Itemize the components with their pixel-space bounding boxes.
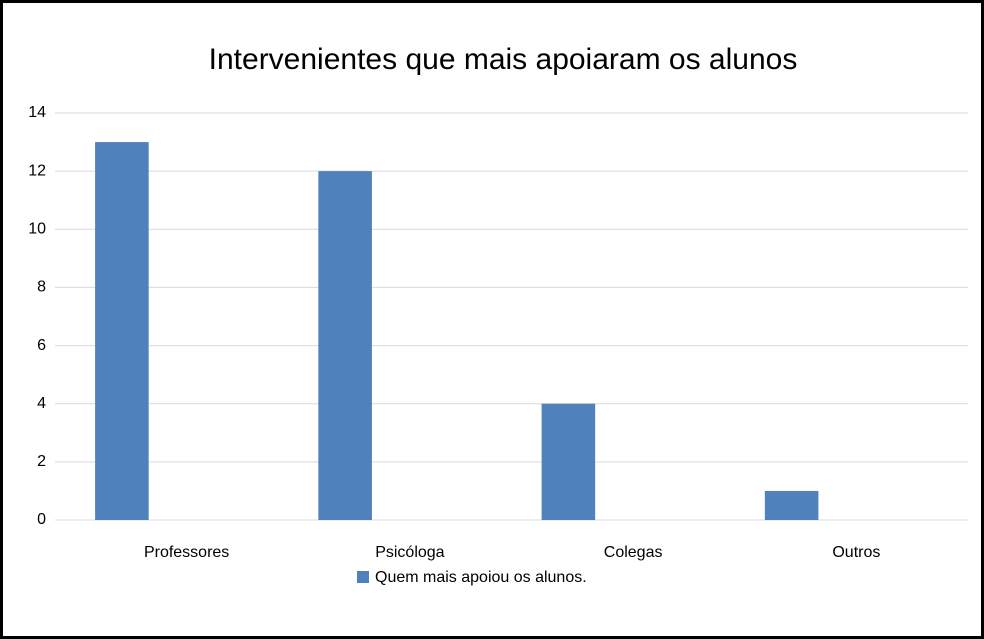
bar xyxy=(95,142,149,521)
legend-marker xyxy=(357,571,369,583)
y-tick-label: 8 xyxy=(37,279,46,296)
x-tick-label: Psicóloga xyxy=(375,544,444,561)
y-tick-label: 10 xyxy=(28,221,46,238)
x-tick-label: Professores xyxy=(144,544,229,561)
bar xyxy=(764,490,819,520)
x-tick-label: Outros xyxy=(832,544,880,561)
x-tick-label: Colegas xyxy=(604,544,663,561)
y-tick-label: 0 xyxy=(37,511,46,528)
y-tick-label: 6 xyxy=(37,337,46,354)
y-tick-label: 2 xyxy=(37,453,46,470)
y-tick-label: 12 xyxy=(28,162,46,179)
bar xyxy=(541,403,596,520)
chart-title: Intervenientes que mais apoiaram os alun… xyxy=(209,43,798,76)
y-tick-label: 4 xyxy=(37,395,46,412)
y-tick-label: 14 xyxy=(28,104,46,121)
legend-label: Quem mais apoiou os alunos. xyxy=(375,569,587,586)
bar xyxy=(318,171,372,520)
